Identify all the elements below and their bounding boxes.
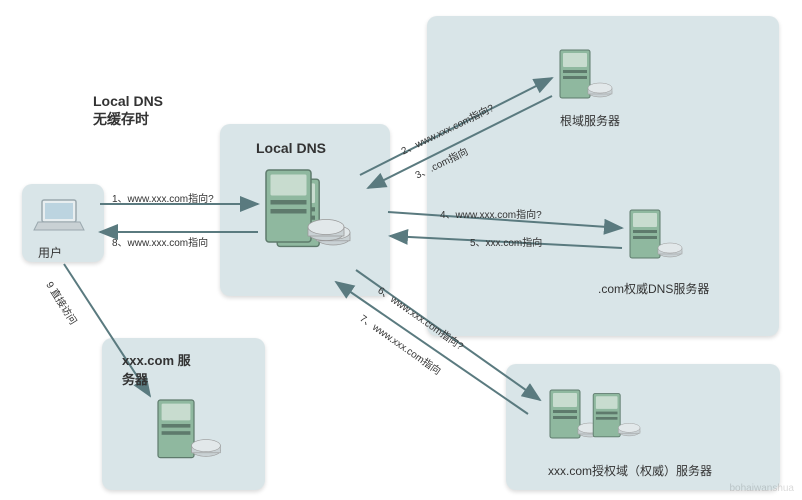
arrow9-label: 9 直接访问 xyxy=(43,278,81,327)
auth-label: xxx.com授权域（权威）服务器 xyxy=(548,462,712,479)
arrow4-label: 4、www.xxx.com指向? xyxy=(440,206,542,221)
arrow1-label: 1、www.xxx.com指向? xyxy=(112,190,214,205)
user-panel xyxy=(22,184,104,262)
user-label: 用户 xyxy=(38,244,62,261)
arrow8-label: 8、www.xxx.com指向 xyxy=(112,234,208,249)
diagram-title: Local DNS 无缓存时 xyxy=(93,92,163,128)
localdns-label: Local DNS xyxy=(256,140,326,156)
arrow5-label: 5、xxx.com指向 xyxy=(470,234,542,249)
watermark: bohaiwanshua xyxy=(730,483,795,494)
com-label: .com权威DNS服务器 xyxy=(598,280,709,297)
root-label: 根域服务器 xyxy=(560,112,620,129)
xxx-server-label: xxx.com 服 务器 xyxy=(122,350,191,388)
